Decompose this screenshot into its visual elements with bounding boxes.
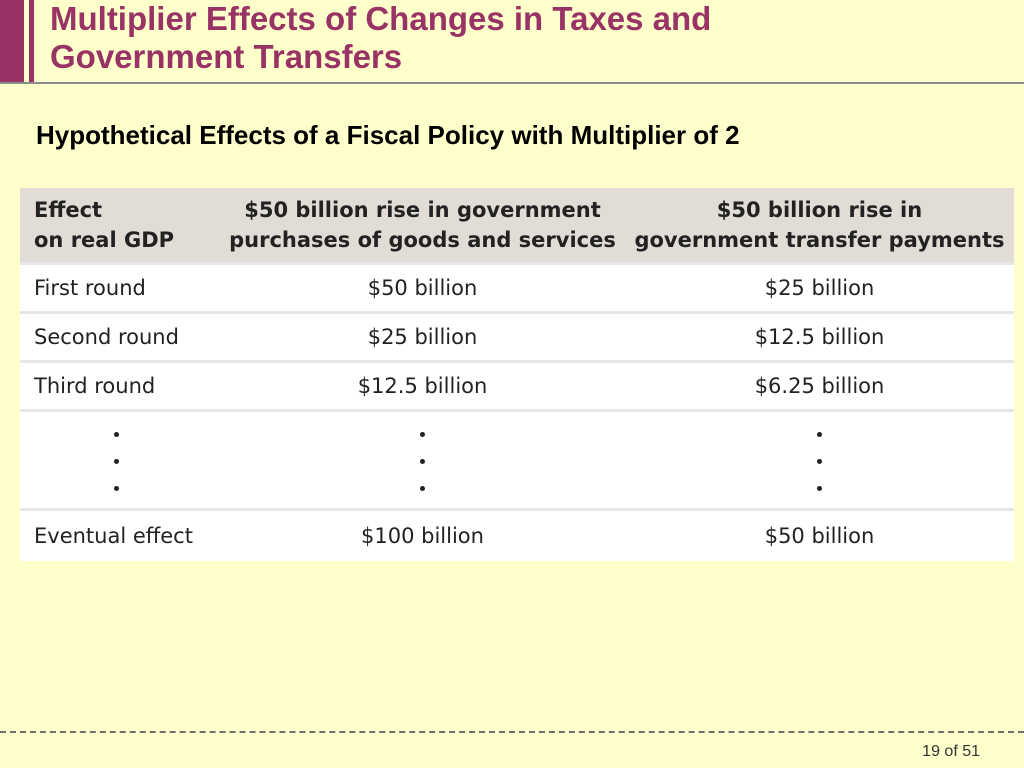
transfers-value: $6.25 billion (625, 361, 1014, 412)
multiplier-table: Effect on real GDP $50 billion rise in g… (20, 188, 1014, 561)
transfers-value: $25 billion (625, 263, 1014, 314)
purchases-value: $12.5 billion (220, 361, 625, 412)
transfers-total: $50 billion (764, 524, 875, 548)
ellipsis-row (20, 410, 1014, 511)
transfers-value: $12.5 billion (625, 312, 1014, 363)
table-row: First round $50 billion $25 billion (20, 263, 1014, 314)
vertical-ellipsis-icon (114, 421, 119, 502)
accent-bar-thin (29, 0, 34, 82)
footer-divider (0, 731, 1024, 733)
slide-subtitle: Hypothetical Effects of a Fiscal Policy … (36, 120, 740, 150)
header-government-purchases: $50 billion rise in government purchases… (220, 188, 625, 265)
table-header-row: Effect on real GDP $50 billion rise in g… (20, 188, 1014, 265)
row-label: First round (20, 263, 220, 314)
slide-title: Multiplier Effects of Changes in Taxes a… (50, 0, 712, 75)
table-row: Third round $12.5 billion $6.25 billion (20, 361, 1014, 412)
vertical-ellipsis-icon (420, 421, 425, 502)
vertical-ellipsis-icon (817, 421, 822, 502)
accent-bar (0, 0, 24, 82)
header-effect: Effect on real GDP (20, 188, 220, 265)
purchases-total: $100 billion (361, 524, 484, 548)
row-label: Eventual effect (34, 524, 193, 548)
page-number: 19 of 51 (922, 743, 980, 760)
table-row-total: Eventual effect $100 billion $50 billion (20, 510, 1014, 562)
ellipsis-cell (20, 410, 220, 511)
ellipsis-cell (220, 410, 625, 511)
row-label: Second round (20, 312, 220, 363)
header-transfer-payments: $50 billion rise in government transfer … (625, 188, 1014, 265)
ellipsis-cell (625, 410, 1014, 511)
purchases-value: $25 billion (220, 312, 625, 363)
table-row: Second round $25 billion $12.5 billion (20, 312, 1014, 363)
purchases-value: $50 billion (220, 263, 625, 314)
row-label: Third round (20, 361, 220, 412)
title-divider (0, 82, 1024, 84)
